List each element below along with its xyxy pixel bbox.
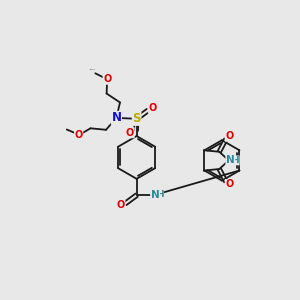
Text: O: O (126, 128, 134, 138)
Text: O: O (148, 103, 157, 113)
Text: O: O (103, 74, 111, 84)
Text: O: O (117, 200, 125, 210)
Text: N: N (151, 190, 159, 200)
Text: N: N (226, 155, 235, 165)
Text: N: N (111, 111, 122, 124)
Text: O: O (225, 131, 233, 141)
Text: O: O (74, 130, 83, 140)
Text: S: S (132, 112, 141, 125)
Text: O: O (225, 179, 233, 190)
Text: H: H (156, 190, 164, 199)
Text: H: H (232, 156, 239, 165)
Text: methoxy: methoxy (90, 68, 96, 70)
